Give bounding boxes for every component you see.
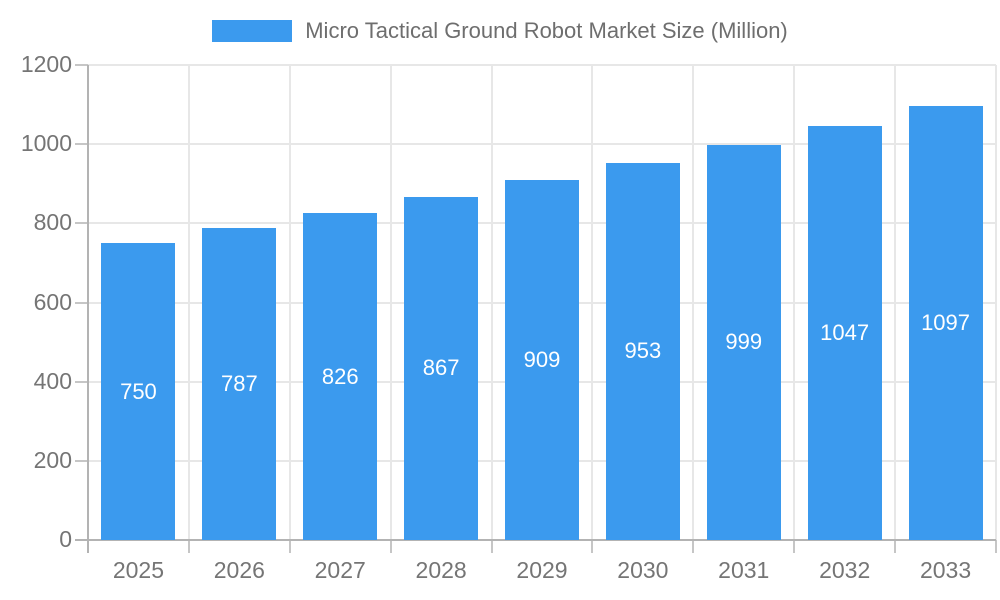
bar-2026 [202, 228, 277, 540]
y-axis-label: 200 [33, 446, 72, 473]
x-axis-label: 2030 [617, 557, 669, 583]
bar-2025 [101, 243, 176, 540]
y-tick [75, 143, 88, 146]
legend-item[interactable]: Micro Tactical Ground Robot Market Size … [212, 18, 788, 44]
bar-2028 [404, 196, 479, 540]
bar-2031 [706, 144, 781, 540]
bar-value-label: 953 [624, 338, 662, 364]
y-axis-label: 400 [33, 367, 72, 394]
x-gridline [692, 65, 695, 540]
bar-value-label: 999 [725, 329, 763, 355]
bar-2030 [605, 162, 680, 540]
x-axis-line [75, 539, 996, 541]
legend-label: Micro Tactical Ground Robot Market Size … [305, 18, 788, 43]
bar-value-label: 787 [220, 371, 258, 397]
bar-value-label: 909 [523, 347, 561, 373]
y-axis-label: 800 [33, 209, 72, 236]
y-tick [75, 222, 88, 225]
bar-value-label: 1097 [921, 309, 971, 335]
y-tick [75, 64, 88, 66]
bar-value-label: 750 [120, 378, 157, 404]
y-axis-label: 1200 [20, 50, 72, 77]
y-axis-label: 1000 [20, 130, 72, 157]
y-axis-label: 0 [59, 525, 72, 552]
x-axis-label: 2032 [819, 557, 871, 583]
legend: Micro Tactical Ground Robot Market Size … [0, 18, 1000, 44]
bar-2033 [908, 105, 983, 540]
bar-value-label: 1047 [820, 319, 870, 345]
legend-swatch-icon [212, 20, 293, 42]
x-gridline [288, 65, 291, 540]
x-tick [389, 540, 392, 553]
x-tick [490, 540, 493, 553]
bar-value-label: 826 [321, 363, 359, 389]
y-axis-line [87, 65, 89, 553]
x-axis-label: 2025 [112, 557, 165, 583]
x-gridline [389, 65, 392, 540]
y-gridline [88, 143, 996, 146]
x-gridline [793, 65, 796, 540]
x-axis-label: 2029 [516, 557, 568, 583]
y-gridline [88, 64, 996, 66]
x-tick [692, 540, 695, 553]
x-tick [288, 540, 291, 553]
x-tick [995, 540, 997, 553]
x-tick [793, 540, 796, 553]
x-axis-label: 2026 [213, 557, 265, 583]
x-axis-label: 2031 [718, 557, 770, 583]
x-gridline [995, 65, 997, 540]
x-axis-label: 2028 [415, 557, 467, 583]
x-tick [591, 540, 594, 553]
x-tick [187, 540, 190, 553]
x-gridline [591, 65, 594, 540]
x-tick [894, 540, 897, 553]
y-tick [75, 459, 88, 462]
x-axis-label: 2027 [314, 557, 366, 583]
bar-value-label: 867 [422, 355, 460, 381]
bar-2032 [807, 125, 882, 540]
x-gridline [894, 65, 897, 540]
bar-2029 [505, 180, 579, 540]
x-axis-label: 2033 [919, 557, 972, 583]
bar-2027 [303, 213, 378, 540]
y-tick [75, 380, 88, 383]
y-tick [75, 301, 88, 304]
x-gridline [490, 65, 493, 540]
x-gridline [187, 65, 190, 540]
y-axis-label: 600 [33, 288, 72, 315]
